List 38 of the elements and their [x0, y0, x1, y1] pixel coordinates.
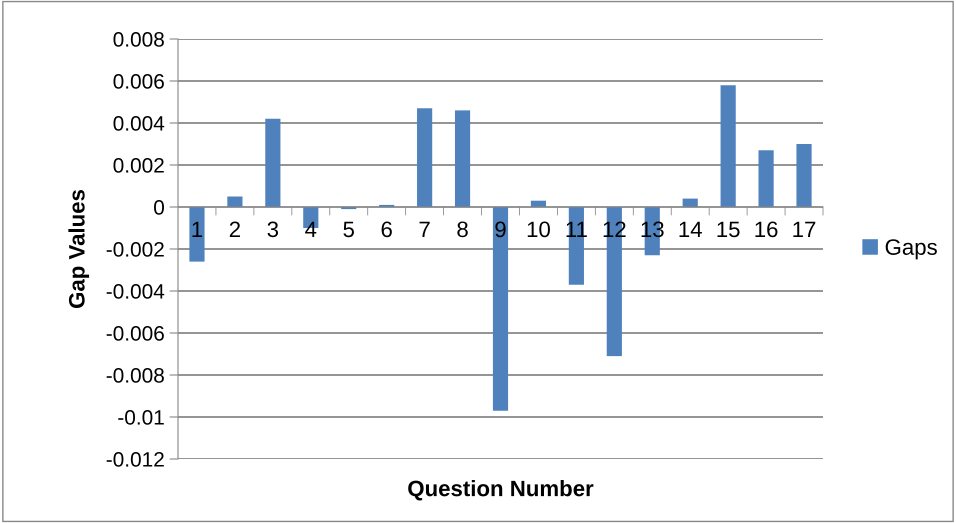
y-tick-label: 0.006 — [113, 74, 164, 89]
bar — [758, 150, 774, 207]
x-tick-label: 6 — [382, 221, 392, 238]
x-tick-label: 16 — [755, 221, 778, 238]
y-tick-label: -0.01 — [118, 410, 164, 425]
y-tick-label: -0.004 — [106, 284, 164, 299]
y-axis-title: Gap Values — [68, 190, 90, 308]
legend-label: Gaps — [886, 239, 937, 260]
y-tick-label: -0.008 — [106, 368, 164, 383]
y-tick-label: 0 — [154, 200, 164, 215]
x-tick-label: 10 — [528, 221, 550, 238]
x-axis-title: Question Number — [408, 480, 594, 500]
y-tick-label: -0.006 — [106, 326, 164, 341]
y-tick-label: -0.012 — [106, 452, 164, 467]
x-tick-label: 15 — [717, 222, 740, 238]
x-tick-label: 7 — [420, 222, 430, 237]
x-tick-label: 1 — [192, 222, 202, 237]
x-tick-label: 14 — [680, 222, 702, 237]
x-tick-label: 2 — [230, 221, 240, 237]
bar — [227, 196, 242, 207]
x-tick-label: 9 — [495, 221, 506, 238]
bar — [682, 198, 698, 207]
x-tick-label: 5 — [343, 222, 354, 238]
bar — [796, 144, 812, 207]
bar — [720, 85, 736, 207]
bar — [417, 108, 432, 207]
y-tick-label: -0.002 — [106, 242, 164, 257]
x-tick-label: 8 — [457, 221, 468, 238]
bar — [265, 118, 280, 207]
bar — [530, 200, 546, 207]
bar — [189, 207, 205, 262]
x-tick-label: 3 — [268, 221, 278, 238]
y-tick-label: 0.008 — [113, 32, 164, 47]
x-tick-label: 17 — [793, 222, 816, 237]
y-tick-label: 0.002 — [113, 158, 164, 173]
y-tick-label: 0.004 — [113, 116, 164, 131]
bar — [492, 207, 508, 411]
bar — [454, 110, 470, 207]
